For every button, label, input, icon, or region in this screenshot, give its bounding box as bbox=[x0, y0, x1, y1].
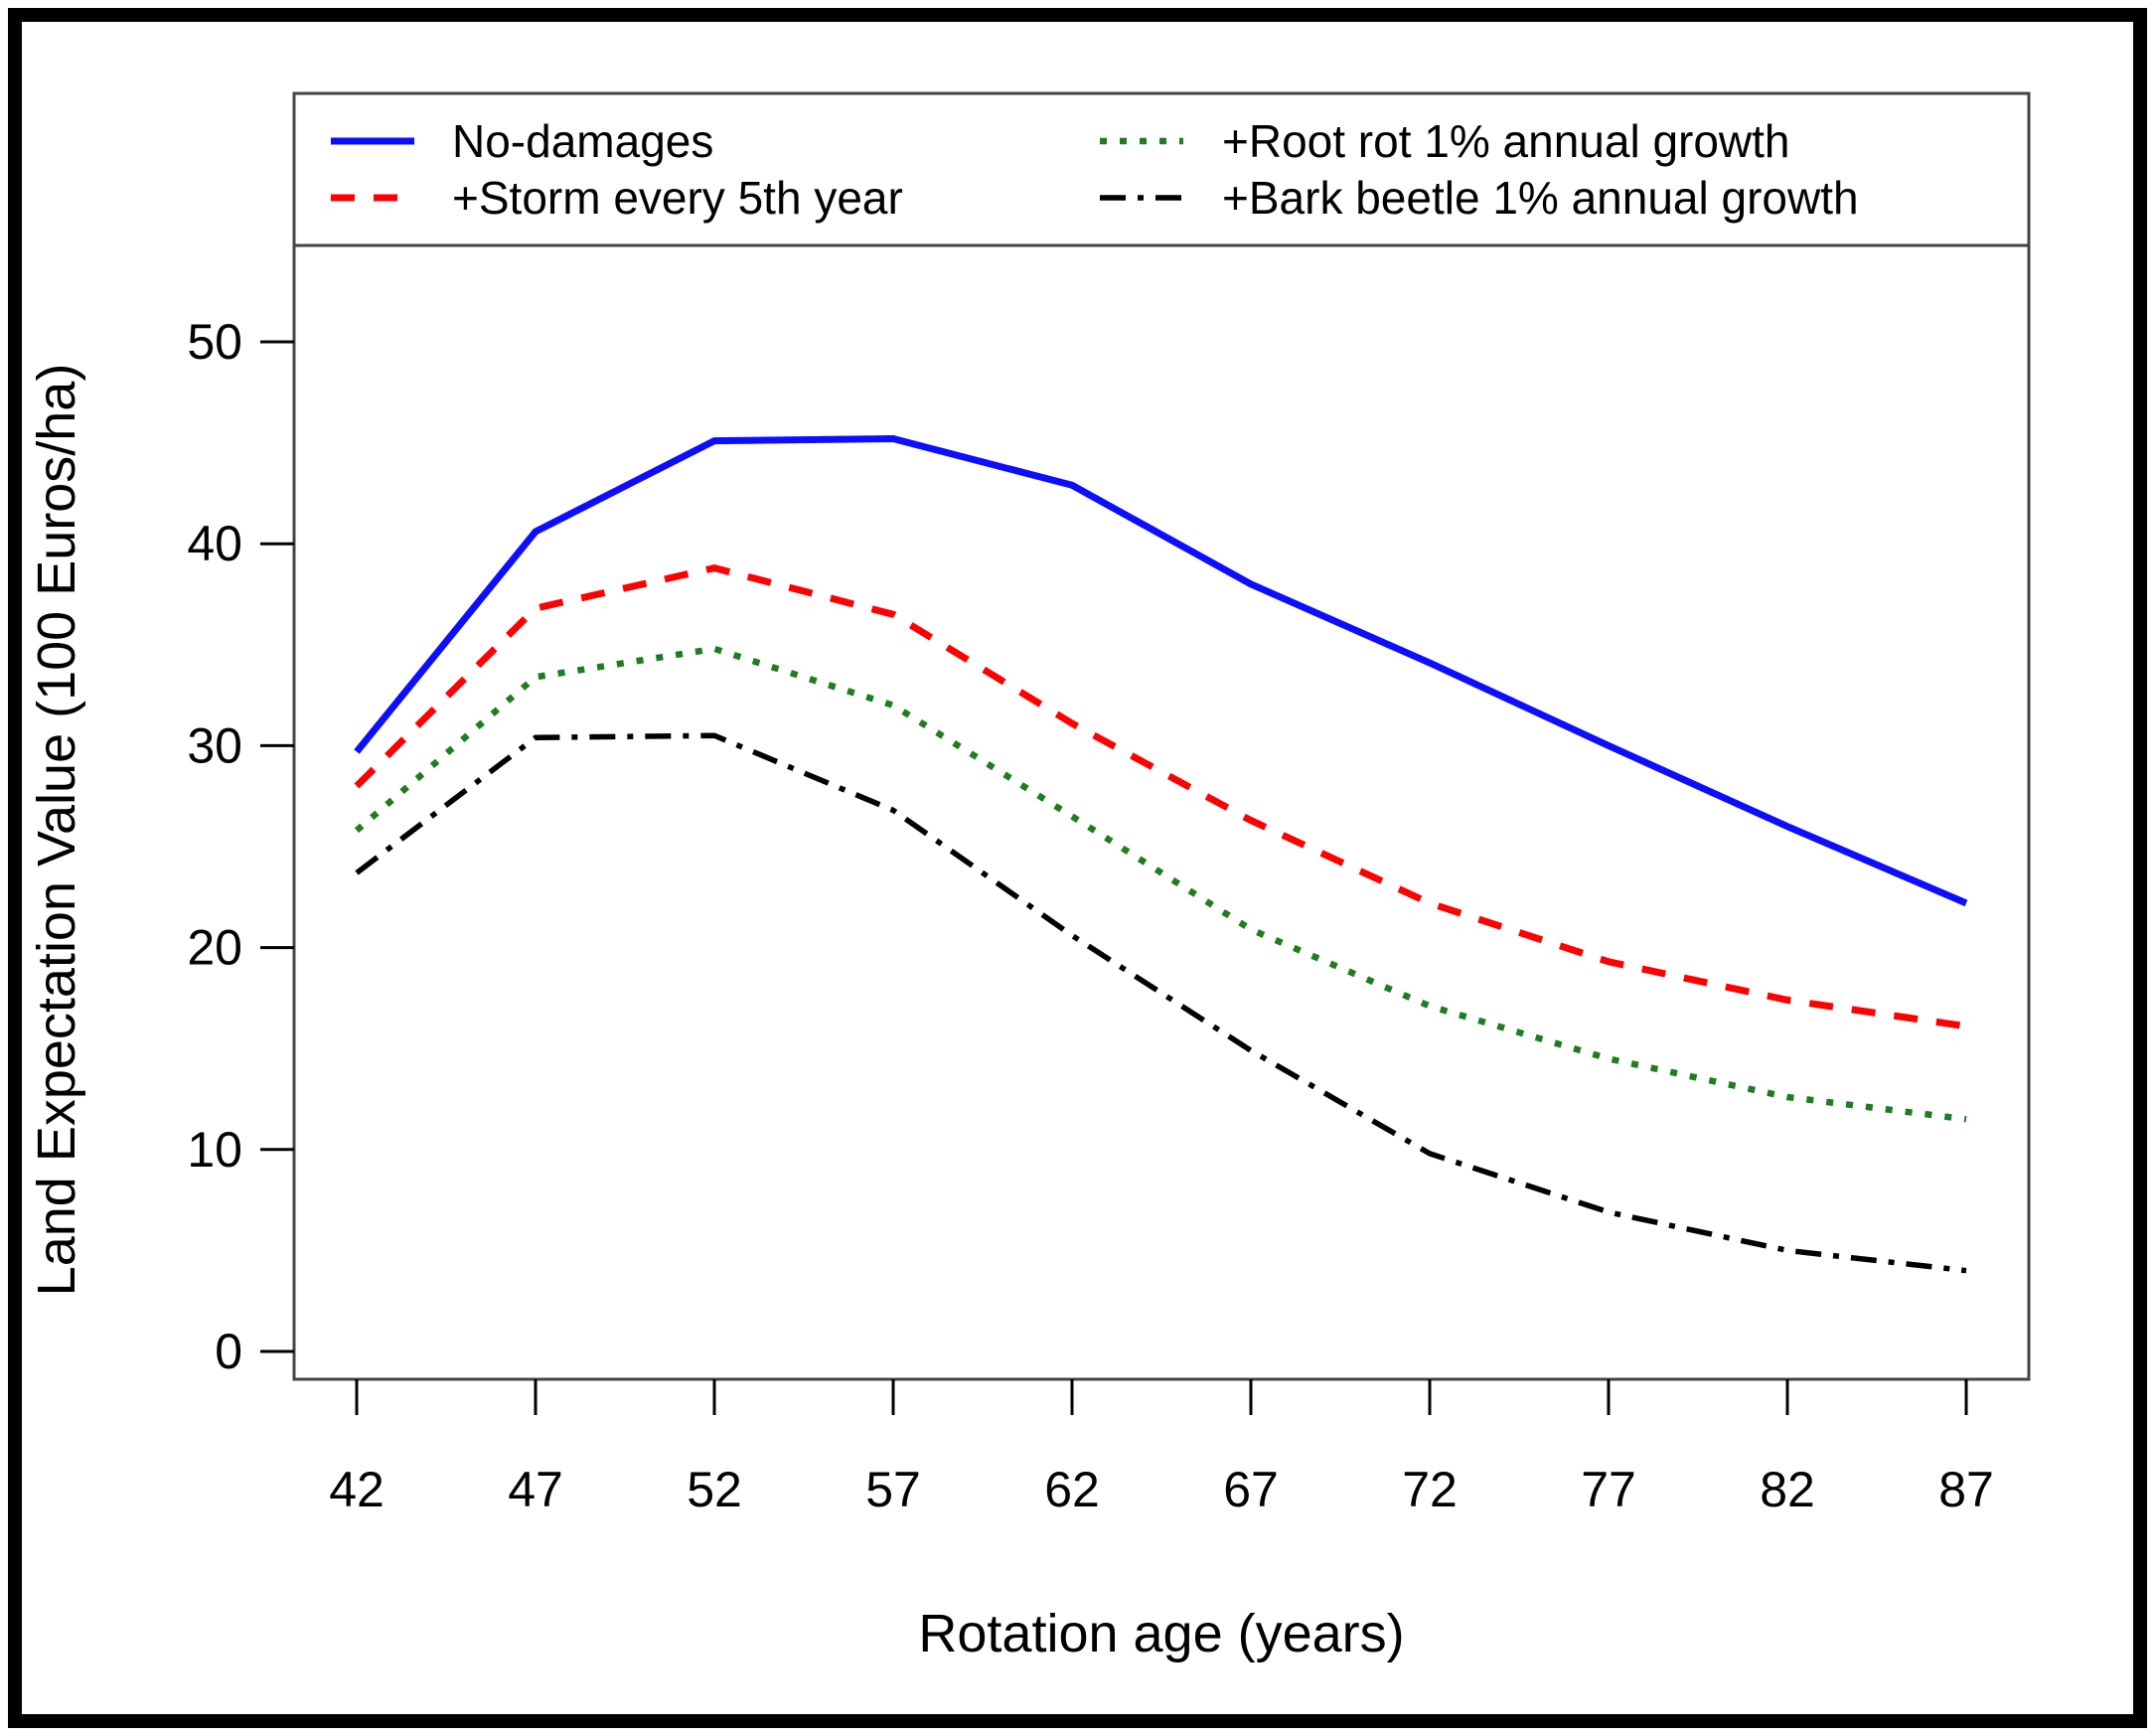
legend-label-no-damages: No-damages bbox=[452, 115, 713, 167]
x-tick-label: 62 bbox=[1044, 1462, 1100, 1517]
x-tick-label: 77 bbox=[1581, 1462, 1636, 1517]
legend-label-bark-beetle-1-annual-growth: +Bark beetle 1% annual growth bbox=[1222, 172, 1859, 224]
x-tick-label: 67 bbox=[1223, 1462, 1279, 1517]
x-tick-label: 82 bbox=[1760, 1462, 1815, 1517]
x-tick-label: 87 bbox=[1938, 1462, 1994, 1517]
x-tick-label: 57 bbox=[865, 1462, 921, 1517]
x-axis-title: Rotation age (years) bbox=[918, 1604, 1404, 1663]
legend-label-root-rot-1-annual-growth: +Root rot 1% annual growth bbox=[1222, 115, 1790, 167]
outer-border bbox=[8, 8, 2147, 1728]
y-tick-label: 40 bbox=[187, 516, 242, 571]
x-axis-ticks: 42 47 52 57 62 67 72 77 82 87 bbox=[329, 1379, 1994, 1517]
x-tick-label: 72 bbox=[1402, 1462, 1458, 1517]
y-tick-label: 50 bbox=[187, 314, 242, 370]
chart-series bbox=[354, 434, 1968, 1274]
x-tick-label: 47 bbox=[508, 1462, 563, 1517]
legend-label-storm-every-5th-year: +Storm every 5th year bbox=[452, 172, 903, 224]
y-axis-title: Land Expectation Value (100 Euros/ha) bbox=[27, 364, 86, 1297]
plot-frame bbox=[292, 91, 2031, 1381]
y-tick-label: 0 bbox=[215, 1324, 242, 1379]
y-tick-label: 10 bbox=[187, 1122, 242, 1178]
y-tick-label: 20 bbox=[187, 920, 242, 976]
series-line-root-rot-1-annual-growth bbox=[354, 645, 1967, 1123]
x-tick-label: 52 bbox=[687, 1462, 742, 1517]
y-axis-ticks: 0 10 20 30 40 50 bbox=[187, 314, 294, 1379]
chart-legend: No-damages+Storm every 5th year +Root rot… bbox=[331, 115, 1859, 224]
series-line-no-damages bbox=[354, 434, 1968, 907]
y-tick-label: 30 bbox=[187, 717, 242, 773]
series-line-bark-beetle-1-annual-growth bbox=[355, 732, 1967, 1274]
series-line-storm-every-5th-year bbox=[354, 563, 1967, 1030]
x-tick-label: 42 bbox=[329, 1462, 385, 1517]
